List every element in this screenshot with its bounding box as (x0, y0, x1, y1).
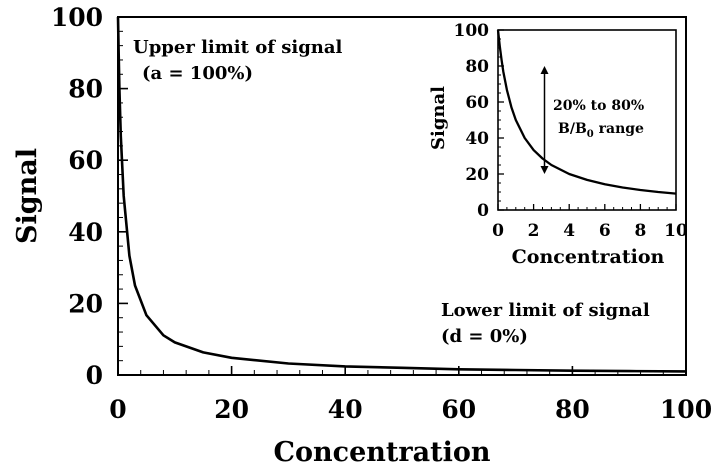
range-annotation-subscript: 0 (587, 129, 594, 140)
range-annotation-suffix: range (594, 121, 644, 137)
main-y-tick-label: 20 (68, 289, 103, 318)
inset-y-tick-label: 40 (465, 129, 489, 149)
inset-y-tick-label: 20 (465, 165, 489, 185)
inset-x-axis-title: Concentration (512, 246, 665, 268)
inset-y-tick-label: 80 (465, 57, 489, 77)
inset-x-tick-label: 10 (664, 221, 688, 241)
range-arrow-head-top (540, 66, 549, 74)
range-arrow-head-bottom (540, 166, 549, 174)
upper-limit-annotation: Upper limit of signal (a = 100%) (133, 37, 343, 84)
main-y-tick-label: 100 (51, 3, 103, 32)
inset-y-tick-label: 0 (477, 201, 489, 221)
main-x-axis-title: Concentration (274, 437, 491, 468)
lower-limit-line-1: Lower limit of signal (441, 300, 650, 321)
main-x-tick-label: 0 (109, 395, 126, 424)
main-y-tick-label: 40 (68, 218, 103, 247)
main-x-tick-label: 60 (441, 395, 476, 424)
main-y-tick-label: 60 (68, 146, 103, 175)
lower-limit-line-2: (d = 0%) (441, 326, 528, 347)
range-annotation-line-2: B/B0 range (558, 121, 644, 140)
main-x-tick-label: 100 (660, 395, 712, 424)
main-x-tick-label: 80 (555, 395, 590, 424)
main-plot-frame (117, 16, 687, 376)
inset-series-line (496, 29, 677, 195)
upper-limit-line-1: Upper limit of signal (133, 37, 343, 58)
range-annotation-bb: B/B (558, 121, 587, 137)
main-series-line (116, 16, 687, 373)
main-x-tick-label: 40 (328, 395, 363, 424)
main-y-tick-label: 0 (86, 361, 103, 390)
main-x-tick-label: 20 (214, 395, 249, 424)
inset-y-tick-label: 100 (454, 21, 490, 41)
inset-y-axis-title: Signal (428, 86, 449, 150)
inset-x-tick-label: 4 (563, 221, 575, 241)
main-plot: 0 20 40 60 80 100020406080100ConcentrationSig… (12, 3, 712, 468)
inset-x-tick-label: 6 (599, 221, 611, 241)
upper-limit-line-2: (a = 100%) (142, 63, 253, 84)
inset-y-tick-label: 60 (465, 93, 489, 113)
main-y-tick-label: 80 (68, 75, 103, 104)
main-y-axis-title: Signal (12, 148, 43, 244)
inset-background (422, 21, 684, 275)
inset-x-tick-label: 0 (492, 221, 504, 241)
range-annotation-line-1: 20% to 80% (553, 98, 644, 114)
lower-limit-annotation: Lower limit of signal (d = 0%) (441, 300, 650, 347)
inset-x-tick-label: 2 (528, 221, 540, 241)
inset-x-tick-label: 8 (634, 221, 646, 241)
